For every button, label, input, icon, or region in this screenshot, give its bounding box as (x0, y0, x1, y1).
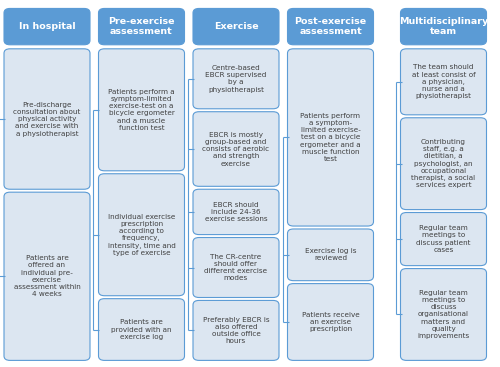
FancyBboxPatch shape (400, 8, 486, 45)
Text: EBCR should
include 24-36
exercise sessions: EBCR should include 24-36 exercise sessi… (204, 201, 268, 222)
Text: Pre-discharge
consultation about
physical activity
and exercise with
a physiothe: Pre-discharge consultation about physica… (14, 102, 80, 137)
FancyBboxPatch shape (288, 229, 374, 281)
FancyBboxPatch shape (288, 284, 374, 360)
Text: Individual exercise
prescription
according to
frequency,
intensity, time and
typ: Individual exercise prescription accordi… (108, 214, 176, 256)
Text: Regular team
meetings to
discuss patient
cases: Regular team meetings to discuss patient… (416, 225, 471, 253)
FancyBboxPatch shape (400, 269, 486, 360)
FancyBboxPatch shape (193, 112, 279, 186)
Text: Patients are
provided with an
exercise log: Patients are provided with an exercise l… (111, 319, 172, 340)
FancyBboxPatch shape (193, 237, 279, 298)
FancyBboxPatch shape (400, 212, 486, 266)
Text: Exercise: Exercise (214, 22, 258, 31)
FancyBboxPatch shape (400, 118, 486, 210)
FancyBboxPatch shape (193, 189, 279, 235)
Text: Multidisciplinary
team: Multidisciplinary team (399, 17, 488, 36)
Text: Patients perform
a symptom-
limited exercise-
test on a bicycle
ergometer and a
: Patients perform a symptom- limited exer… (300, 113, 361, 162)
Text: Preferably EBCR is
also offered
outside office
hours: Preferably EBCR is also offered outside … (202, 316, 270, 344)
FancyBboxPatch shape (400, 49, 486, 115)
Text: Patients receive
an exercise
prescription: Patients receive an exercise prescriptio… (302, 312, 360, 332)
Text: Centre-based
EBCR supervised
by a
physiotherapist: Centre-based EBCR supervised by a physio… (206, 65, 266, 93)
FancyBboxPatch shape (98, 49, 184, 171)
FancyBboxPatch shape (4, 192, 90, 360)
FancyBboxPatch shape (4, 49, 90, 189)
Text: Exercise log is
reviewed: Exercise log is reviewed (305, 248, 356, 261)
FancyBboxPatch shape (193, 8, 279, 45)
Text: In hospital: In hospital (18, 22, 76, 31)
FancyBboxPatch shape (193, 49, 279, 109)
FancyBboxPatch shape (98, 8, 184, 45)
Text: Contributing
staff, e.g. a
dietitian, a
psychologist, an
occupational
therapist,: Contributing staff, e.g. a dietitian, a … (412, 139, 476, 188)
Text: Patients are
offered an
individual pre-
exercise
assessment within
4 weeks: Patients are offered an individual pre- … (14, 255, 80, 297)
FancyBboxPatch shape (288, 8, 374, 45)
Text: The team should
at least consist of
a physician,
nurse and a
physiotherapist: The team should at least consist of a ph… (412, 64, 476, 99)
Text: Patients perform a
symptom-limited
exercise-test on a
bicycle ergometer
and a mu: Patients perform a symptom-limited exerc… (108, 89, 175, 131)
FancyBboxPatch shape (193, 301, 279, 360)
Text: EBCR is mostly
group-based and
consists of aerobic
and strength
exercise: EBCR is mostly group-based and consists … (202, 131, 270, 167)
Text: The CR-centre
should offer
different exercise
modes: The CR-centre should offer different exe… (204, 254, 268, 281)
FancyBboxPatch shape (98, 299, 184, 360)
FancyBboxPatch shape (98, 174, 184, 296)
Text: Regular team
meetings to
discuss
organisational
matters and
quality
improvements: Regular team meetings to discuss organis… (418, 290, 470, 339)
Text: Pre-exercise
assessment: Pre-exercise assessment (108, 17, 175, 36)
Text: Post-exercise
assessment: Post-exercise assessment (294, 17, 366, 36)
FancyBboxPatch shape (288, 49, 374, 226)
FancyBboxPatch shape (4, 8, 90, 45)
